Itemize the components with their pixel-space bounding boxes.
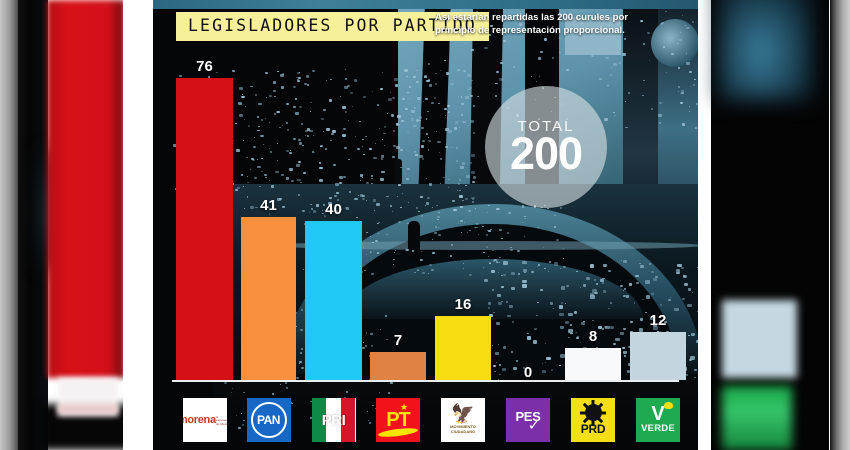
pt-swoosh bbox=[377, 426, 419, 439]
bar-movimiento-ciudadano: 16 bbox=[435, 296, 491, 380]
bar-prd: 8 bbox=[565, 328, 621, 380]
page-title: LEGISLADORES POR PARTIDO bbox=[176, 12, 489, 41]
eagle-icon: 🦅 bbox=[451, 404, 475, 426]
verde-v-mark: V bbox=[651, 403, 665, 425]
backdrop-verde-logo-blur bbox=[722, 386, 792, 450]
pt-wordmark: PT bbox=[386, 408, 411, 431]
bar-value-label: 12 bbox=[649, 312, 667, 329]
infographic-panel: LEGISLADORES POR PARTIDO Así estarían re… bbox=[153, 0, 698, 450]
verde-wordmark: VERDE bbox=[641, 423, 675, 434]
mc-wordmark: MOVIMIENTO CIUDADANO bbox=[450, 424, 476, 434]
morena-wordmark: morena bbox=[183, 413, 217, 426]
party-logo-pri: PRI bbox=[311, 398, 356, 442]
photo-standing-figure bbox=[408, 221, 420, 261]
pri-wordmark: PRI bbox=[321, 411, 346, 429]
bar-chart: 76 41 40 7 16 0 8 12 bbox=[153, 9, 698, 450]
backdrop-right-white-gutter bbox=[698, 0, 715, 450]
backdrop-verde-bar-blur bbox=[722, 300, 797, 378]
pri-white-band bbox=[326, 398, 341, 442]
total-badge-label: TOTAL bbox=[517, 118, 575, 135]
sun-icon bbox=[582, 402, 604, 423]
photo-speaker-figure bbox=[395, 159, 402, 185]
total-badge: TOTAL 200 bbox=[485, 86, 607, 208]
party-logo-pt: ★ PT bbox=[376, 398, 420, 442]
top-teal-band bbox=[153, 0, 698, 9]
party-logo-prd: PRD bbox=[571, 398, 615, 442]
page-title-text: LEGISLADORES POR PARTIDO bbox=[188, 16, 477, 35]
pan-circle: PAN bbox=[250, 402, 287, 438]
pt-star-icon: ★ bbox=[400, 402, 409, 412]
backdrop-gray-edge bbox=[0, 0, 22, 450]
bar-pt: 7 bbox=[370, 332, 426, 380]
pri-green-band bbox=[311, 398, 327, 442]
blurred-backdrop-right bbox=[698, 0, 850, 450]
bar-value-label: 76 bbox=[196, 58, 213, 75]
check-icon: ✓ bbox=[527, 416, 541, 434]
backdrop-right-blue-blob bbox=[718, 0, 813, 100]
chart-baseline bbox=[172, 380, 679, 382]
party-logo-pan: PAN bbox=[246, 398, 291, 442]
bar-value-label: 7 bbox=[393, 332, 403, 349]
page-subtitle: Así estarían repartidas las 200 curules … bbox=[435, 12, 629, 36]
party-logo-verde: V VERDE bbox=[636, 398, 680, 442]
total-badge-value: 200 bbox=[509, 128, 583, 179]
bar-pan: 41 bbox=[241, 197, 296, 380]
backdrop-pink-logo-blur bbox=[58, 404, 118, 414]
backdrop-red-bar-blur bbox=[47, 0, 125, 378]
backdrop-left-white-gutter bbox=[123, 0, 153, 450]
backdrop-right-gray-edge bbox=[830, 0, 850, 450]
photo-orb bbox=[651, 19, 698, 67]
bar-pri: 40 bbox=[305, 201, 362, 380]
party-logo-row: morena la esperanza de México PAN PRI ★ P… bbox=[153, 388, 698, 450]
prd-wordmark: PRD bbox=[580, 422, 606, 436]
morena-tagline: la esperanza de México bbox=[215, 415, 227, 426]
bar-value-label: 41 bbox=[260, 197, 277, 214]
photo-window-panel bbox=[565, 17, 621, 55]
party-logo-morena: morena la esperanza de México bbox=[182, 398, 227, 442]
bar-value-label: 16 bbox=[454, 296, 472, 313]
bar-value-label: 8 bbox=[588, 328, 598, 345]
bar-value-label: 40 bbox=[325, 201, 342, 218]
pan-wordmark: PAN bbox=[257, 413, 280, 427]
blurred-backdrop-left bbox=[0, 0, 153, 450]
party-logo-pes: PES ✓ bbox=[506, 398, 550, 442]
bar-verde: 12 bbox=[630, 312, 686, 380]
pri-red-band bbox=[340, 398, 356, 442]
photo-rail bbox=[273, 241, 698, 250]
toucan-icon bbox=[664, 402, 673, 409]
pes-wordmark: PES bbox=[515, 408, 541, 424]
bar-morena: 76 bbox=[176, 58, 233, 380]
party-logo-mc: 🦅 MOVIMIENTO CIUDADANO bbox=[441, 398, 485, 442]
bar-value-label: 0 bbox=[523, 364, 533, 381]
